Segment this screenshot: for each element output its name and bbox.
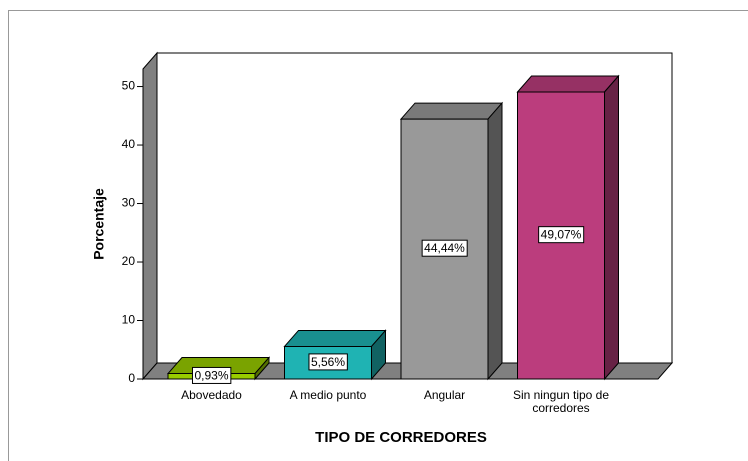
value-label-box — [538, 226, 585, 244]
x-tick-label: A medio punto — [289, 388, 367, 402]
bar — [166, 356, 271, 381]
y-tick-label: 10 — [122, 313, 136, 327]
bar-top — [283, 329, 387, 347]
x-tick-label: Abovedado — [181, 388, 242, 402]
value-label-box — [191, 366, 232, 384]
y-tick-label: 20 — [122, 254, 136, 268]
y-tick-label: 50 — [122, 79, 136, 93]
x-tick-label: Angular — [423, 388, 466, 402]
value-label: 0,93% — [194, 368, 228, 382]
bar-top — [516, 75, 620, 93]
y-tick-label: 40 — [122, 137, 136, 151]
value-label-box — [421, 239, 468, 257]
value-label: 49,07% — [541, 228, 582, 242]
bar-side — [487, 101, 503, 381]
bar-side — [604, 74, 619, 381]
side-wall — [142, 51, 158, 381]
y-tick-label: 30 — [122, 196, 136, 210]
x-tick-label: Sin ningun tipo de corredores — [512, 388, 610, 415]
value-label-box — [308, 353, 348, 371]
y-tick-label: 0 — [128, 371, 135, 385]
y-axis-label: Porcentaje — [91, 188, 107, 260]
value-label: 5,56% — [311, 355, 345, 369]
bar-top — [399, 102, 504, 120]
value-label: 44,44% — [424, 241, 465, 255]
x-axis-label: TIPO DE CORREDORES — [315, 429, 487, 446]
